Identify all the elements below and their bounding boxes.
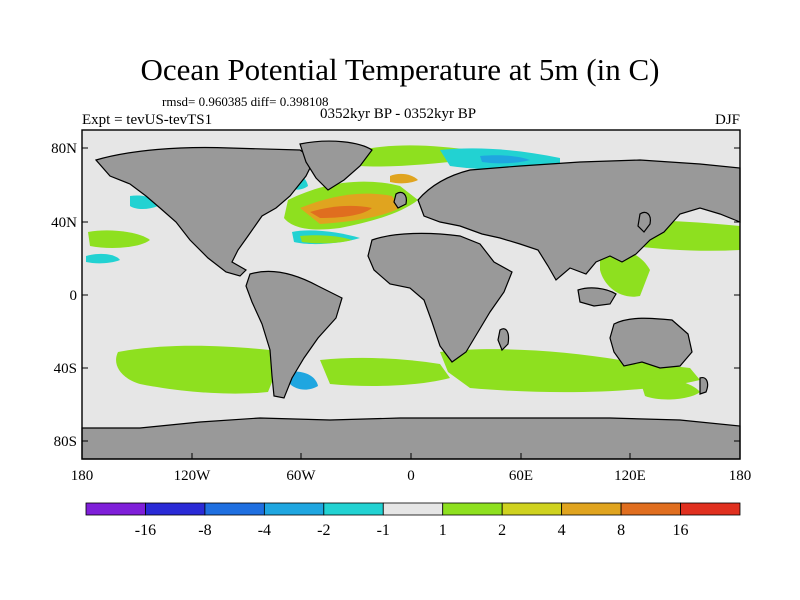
barents-cold-core xyxy=(480,155,530,164)
colorbar-swatch xyxy=(442,502,503,516)
anomaly-patches xyxy=(86,145,740,400)
colorbar-swatch xyxy=(145,502,206,516)
season-label: DJF xyxy=(714,112,740,128)
lon-label-0: 0 xyxy=(407,468,415,484)
colorbar-swatch xyxy=(680,502,741,516)
colorbar-label: 1 xyxy=(439,522,447,539)
colorbar-swatch xyxy=(501,502,563,516)
north-atlantic-hot-core xyxy=(310,205,372,218)
colorbar-label: -2 xyxy=(317,522,330,539)
indonesia-land xyxy=(577,287,617,307)
colorbar-swatch xyxy=(323,502,384,516)
lon-label-180w: 180 xyxy=(71,468,94,484)
lon-label-120w: 120W xyxy=(174,468,212,484)
lat-label-80n: 80N xyxy=(51,141,77,157)
colorbar-swatch xyxy=(85,502,146,516)
tasman-warm-patch xyxy=(640,378,700,400)
tick-marks xyxy=(81,147,741,459)
lat-label-0: 0 xyxy=(70,288,78,304)
lon-label-60e: 60E xyxy=(509,468,533,484)
colorbar: -16 -8 -4 -2 -1 1 2 4 8 16 xyxy=(85,502,741,539)
east-pacific-cool-patch xyxy=(86,253,120,264)
africa-land xyxy=(367,232,513,363)
argentina-shelf-cool xyxy=(290,371,318,390)
colorbar-label: 4 xyxy=(558,522,566,539)
lon-label-120e: 120E xyxy=(614,468,646,484)
indian-ocean-warm-band xyxy=(440,349,700,393)
map-title: Ocean Potential Temperature at 5m (in C) xyxy=(140,52,660,87)
land-masses xyxy=(81,140,741,460)
east-pacific-warm-patch xyxy=(88,230,150,248)
southern-ocean-warm-band xyxy=(116,345,276,394)
colorbar-label: 8 xyxy=(617,522,625,539)
period-label: 0352kyr BP - 0352kyr BP xyxy=(320,106,477,122)
stats-text: rmsd= 0.960385 diff= 0.398108 xyxy=(162,94,329,109)
colorbar-label: 16 xyxy=(673,522,689,539)
new-zealand-land xyxy=(699,377,709,395)
colorbar-swatch xyxy=(263,502,325,516)
colorbar-label: -4 xyxy=(258,522,271,539)
colorbar-label: -1 xyxy=(377,522,390,539)
greenland-land xyxy=(299,140,373,191)
colorbar-label: 2 xyxy=(498,522,506,539)
lon-label-60w: 60W xyxy=(286,468,316,484)
antarctica-land xyxy=(81,417,741,460)
nordic-seas-warm-spot xyxy=(390,173,418,184)
lat-label-80s: 80S xyxy=(54,434,77,450)
colorbar-label: -16 xyxy=(135,522,156,539)
uk-land xyxy=(393,191,407,209)
colorbar-swatch xyxy=(561,502,622,516)
west-pacific-warm-patch xyxy=(600,248,650,297)
madagascar-land xyxy=(497,328,510,352)
australia-land xyxy=(609,317,693,369)
north-america-land xyxy=(94,146,315,277)
lat-label-40n: 40N xyxy=(51,215,77,231)
colorbar-swatch xyxy=(204,502,265,516)
south-america-land xyxy=(245,270,343,399)
colorbar-swatch xyxy=(620,502,681,516)
japan-land xyxy=(637,211,651,233)
gulf-stream-warm-patch xyxy=(300,235,352,244)
colorbar-swatch xyxy=(382,502,444,516)
lon-label-180e: 180 xyxy=(729,468,752,484)
south-atlantic-warm-band xyxy=(320,357,450,386)
experiment-label: Expt = tevUS-tevTS1 xyxy=(82,112,213,128)
colorbar-label: -8 xyxy=(198,522,211,539)
lat-label-40s: 40S xyxy=(54,361,77,377)
map-panel: 80N 40N 0 40S 80S 180 120W 60W 0 60E 120… xyxy=(51,129,752,484)
eurasia-land xyxy=(417,159,741,281)
